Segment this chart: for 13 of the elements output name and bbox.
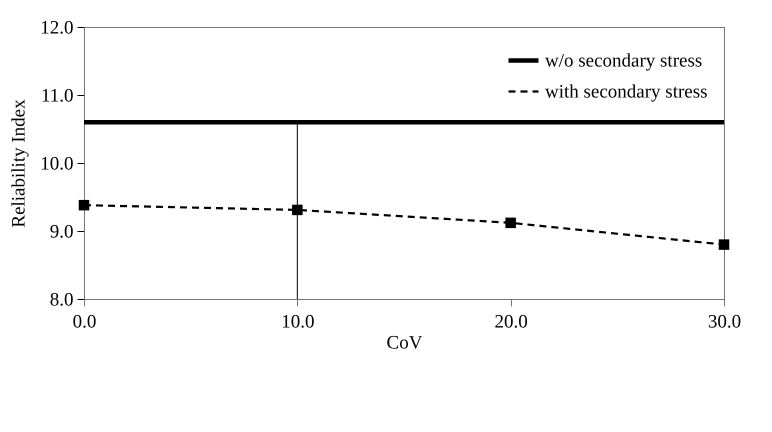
legend-label: with secondary stress	[545, 82, 708, 102]
y-tick-label: 9.0	[50, 222, 74, 242]
y-axis-title: Reliability Index	[8, 98, 30, 228]
x-tick-label: 0.0	[72, 312, 96, 332]
x-axis-title: CoV	[386, 332, 423, 354]
y-tick-label: 8.0	[50, 290, 74, 310]
x-tick-label: 10.0	[281, 312, 314, 332]
y-tick-label: 12.0	[40, 18, 74, 38]
y-tick-label: 10.0	[40, 154, 74, 174]
legend-label: w/o secondary stress	[545, 50, 702, 72]
y-tick-label: 11.0	[40, 86, 74, 106]
x-tick-label: 30.0	[708, 312, 742, 332]
x-tick-label: 20.0	[494, 312, 528, 332]
